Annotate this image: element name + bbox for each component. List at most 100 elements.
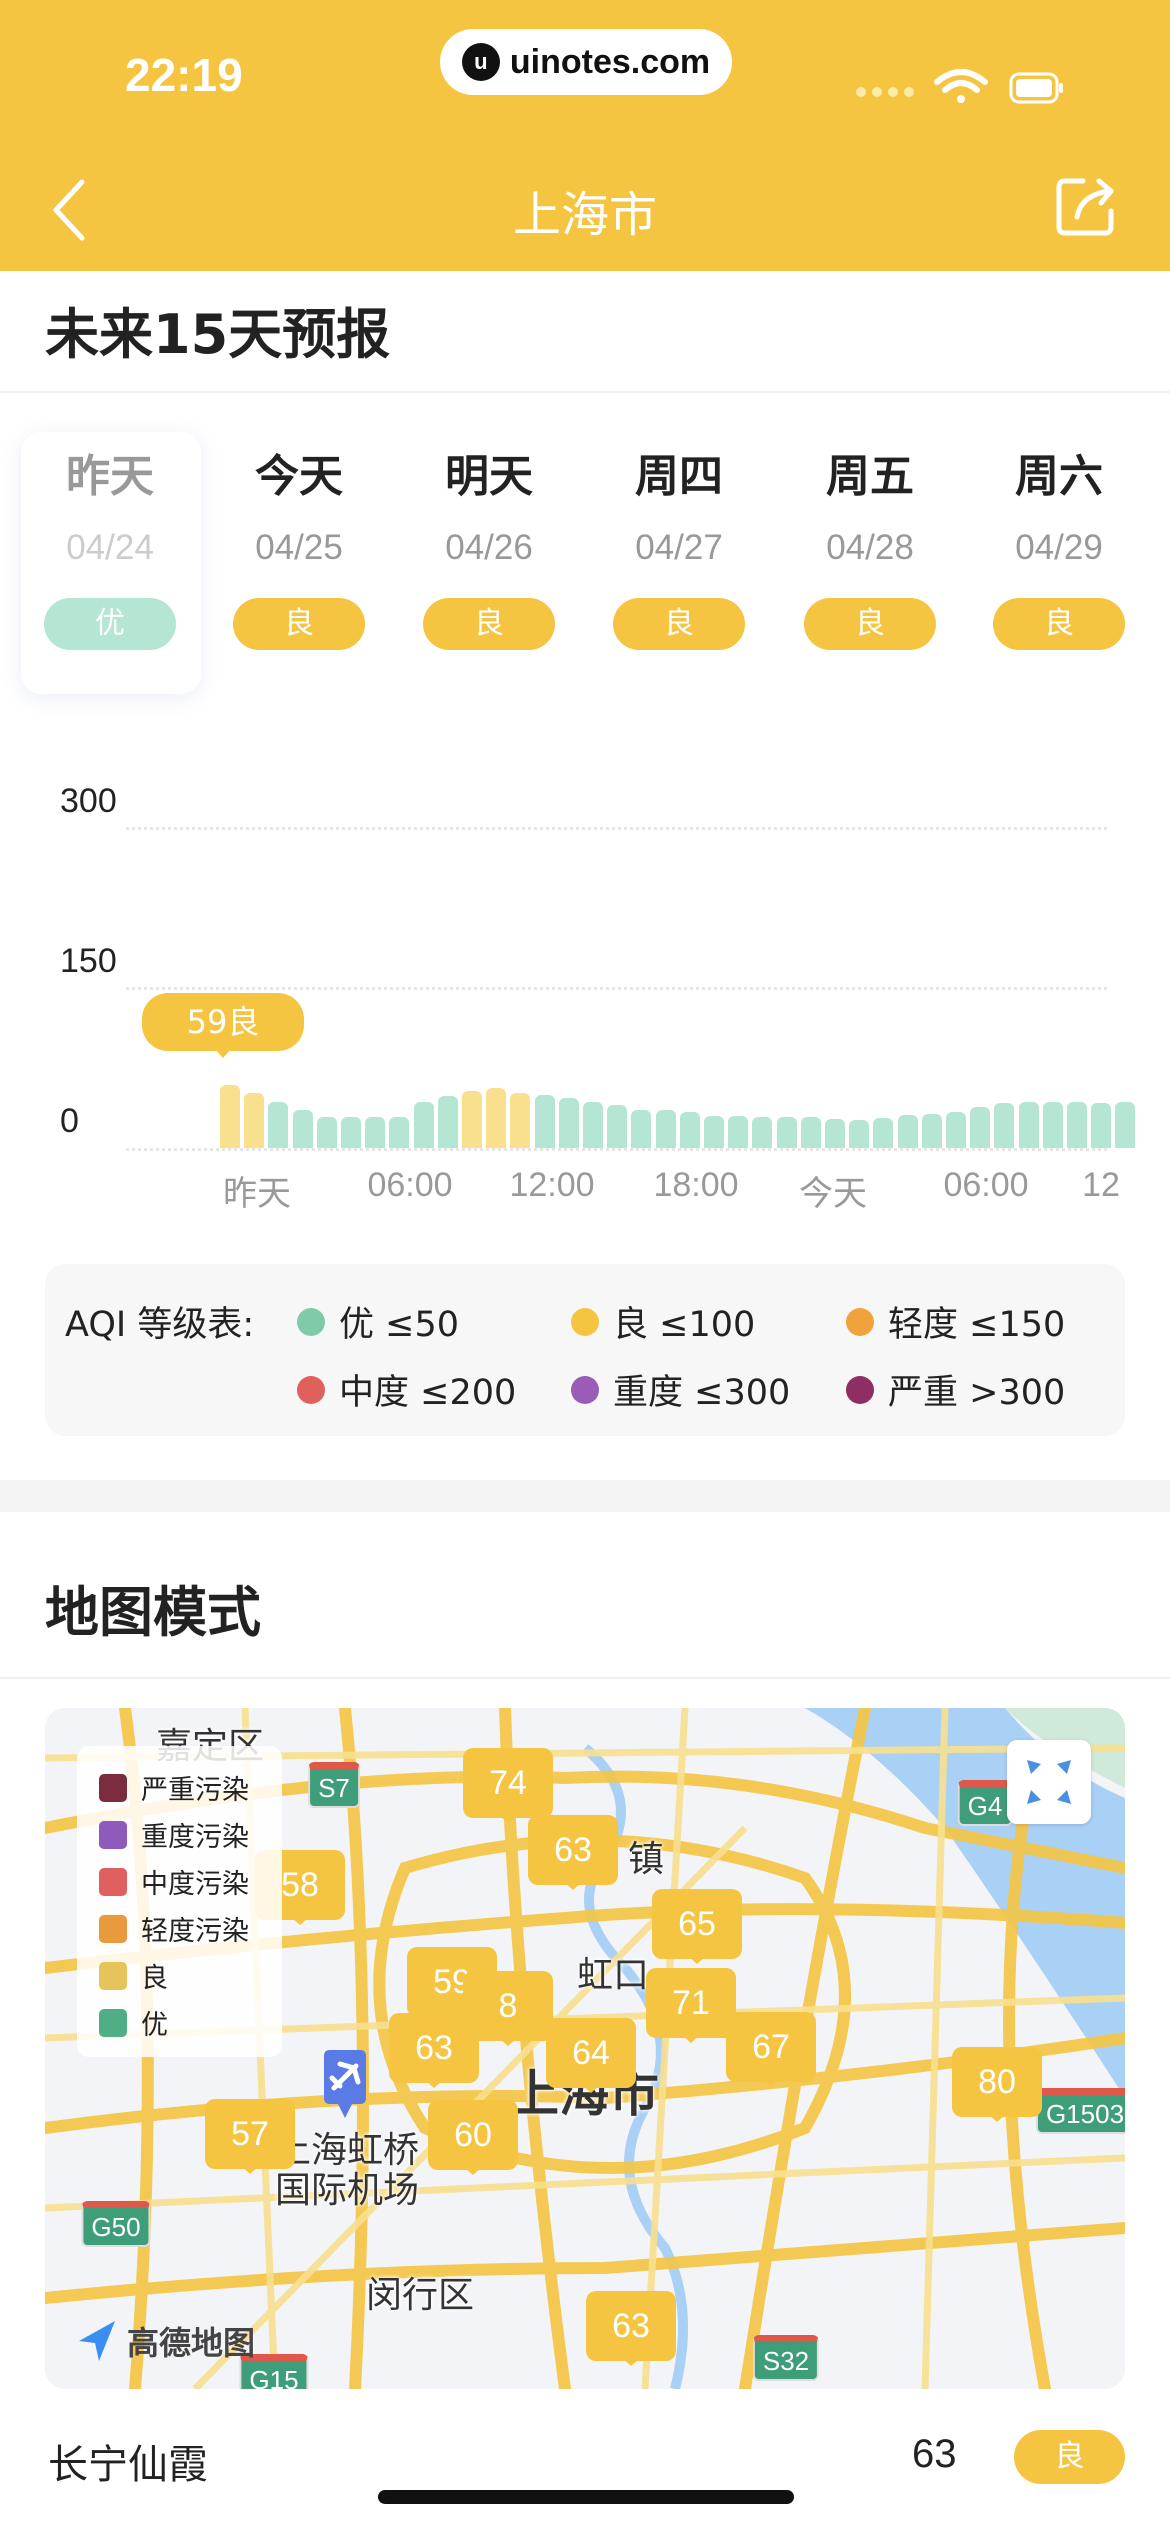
aqi-bar[interactable] [389,1117,410,1148]
aqi-bar[interactable] [558,1097,579,1148]
aqi-bar[interactable] [1067,1102,1087,1148]
aqi-map-marker[interactable]: 65 [652,1889,742,1964]
aqi-map-marker[interactable]: 71 [646,1968,736,2043]
home-indicator[interactable] [378,2490,794,2504]
aqi-bar[interactable] [776,1117,797,1148]
day-name: 周六 [1015,451,1103,502]
aqi-bar[interactable] [316,1117,337,1148]
aqi-level-badge: 良 [613,598,745,650]
aqi-bar[interactable] [849,1120,870,1148]
aqi-map-marker[interactable]: 63 [586,2291,676,2366]
aqi-bar[interactable] [655,1109,676,1148]
x-tick: 12:00 [509,1166,595,1204]
map-place-label: 镇 [627,1839,665,1880]
aqi-bar[interactable] [970,1107,991,1148]
aqi-map-marker[interactable]: 57 [205,2099,295,2174]
day-date: 04/27 [635,528,723,567]
aqi-bar[interactable] [292,1109,313,1148]
aqi-map[interactable]: 嘉定区镇虹口上海市上海虹桥国际机场闵行区S7G4G1503G50G15S3274… [45,1708,1125,2389]
aqi-bar[interactable] [486,1088,507,1148]
aqi-bar[interactable] [631,1109,652,1148]
day-tab[interactable]: 昨天 04/24 优 [20,440,200,650]
legend-swatch-icon [99,2008,127,2037]
aqi-bar[interactable] [510,1092,531,1148]
share-icon[interactable] [1055,175,1117,237]
aqi-bar[interactable] [897,1114,918,1148]
aqi-map-marker[interactable]: 8 [463,1971,553,2046]
aqi-legend-item: 严重 >300 [846,1364,1065,1415]
wifi-icon [934,69,988,103]
aqi-bar[interactable] [268,1102,289,1148]
road-shield: S7 [308,1762,360,1808]
legend-dot-icon [297,1375,325,1404]
legend-text: 中度 ≤200 [339,1373,517,1413]
aqi-bar[interactable] [462,1091,482,1148]
aqi-bar[interactable] [1042,1102,1063,1148]
aqi-bar[interactable] [752,1117,773,1148]
aqi-bar[interactable] [1018,1102,1039,1148]
day-tab[interactable]: 周四 04/27 良 [589,440,769,650]
amap-logo: 高德地图 [75,2318,255,2364]
aqi-legend-item: 良 ≤100 [571,1296,755,1347]
aqi-bar[interactable] [413,1102,434,1148]
aqi-bar[interactable] [607,1105,628,1148]
legend-dot-icon [297,1307,325,1336]
aqi-level-badge: 良 [993,598,1125,650]
map-place-label: 国际机场 [274,2170,420,2211]
aqi-bar[interactable] [946,1111,966,1148]
map-legend-item: 轻度污染 [99,1905,282,1952]
status-icons [856,69,1063,104]
aqi-legend-item: 重度 ≤300 [571,1364,790,1415]
legend-text: 重度 ≤300 [613,1373,791,1413]
aqi-map-marker[interactable]: 67 [726,2012,816,2087]
aqi-bar[interactable] [365,1117,386,1148]
day-name: 明天 [445,451,533,502]
aqi-bar[interactable] [873,1118,894,1148]
aqi-bar[interactable] [1091,1103,1112,1148]
battery-icon [1009,72,1063,104]
map-legend: 严重污染 重度污染 中度污染 轻度污染良优 [77,1746,282,2057]
aqi-bar[interactable] [800,1117,821,1148]
day-tab[interactable]: 明天 04/26 良 [399,440,579,650]
aqi-bar[interactable] [921,1113,942,1148]
x-tick: 06:00 [943,1166,1029,1204]
aqi-bar[interactable] [341,1117,361,1148]
aqi-bar[interactable] [728,1116,749,1148]
day-name: 周五 [826,451,914,502]
aqi-bar[interactable] [583,1102,603,1148]
legend-dot-icon [571,1375,599,1404]
legend-dot-icon [571,1307,599,1336]
aqi-bar[interactable] [679,1111,700,1148]
aqi-bar[interactable] [825,1119,845,1148]
aqi-map-marker[interactable]: 64 [546,2018,636,2093]
aqi-legend-item: 中度 ≤200 [297,1364,516,1415]
map-legend-item: 重度污染 [99,1811,282,1858]
aqi-map-marker[interactable]: 60 [428,2100,518,2175]
aqi-bar[interactable] [437,1095,458,1148]
aqi-bar[interactable] [994,1103,1015,1148]
day-date: 04/28 [826,528,914,567]
aqi-bar[interactable] [1115,1102,1136,1148]
road-shield: S32 [752,2335,820,2381]
chart-tooltip: 59良 [142,993,304,1058]
fullscreen-icon[interactable] [1007,1740,1091,1824]
aqi-map-marker[interactable]: 63 [528,1815,618,1890]
aqi-bar[interactable] [534,1094,555,1148]
legend-dot-icon [846,1375,874,1404]
station-name: 长宁仙霞 [48,2442,208,2488]
chevron-left-icon[interactable] [50,178,90,242]
map-legend-item: 中度污染 [99,1858,282,1905]
aqi-bar[interactable] [220,1085,240,1148]
map-legend-item: 严重污染 [99,1764,282,1811]
day-date: 04/29 [1015,528,1103,567]
day-tab[interactable]: 周六 04/29 良 [969,440,1149,650]
day-tab[interactable]: 周五 04/28 良 [780,440,960,650]
day-tab[interactable]: 今天 04/25 良 [209,440,389,650]
aqi-bar[interactable] [244,1092,265,1148]
legend-text: 良 ≤100 [613,1305,756,1345]
map-place-label: 虹口 [576,1955,650,1996]
aqi-map-marker[interactable]: 74 [463,1748,553,1823]
aqi-map-marker[interactable]: 80 [952,2047,1042,2122]
aqi-map-marker[interactable]: 63 [389,2013,479,2088]
aqi-bar[interactable] [704,1116,724,1148]
